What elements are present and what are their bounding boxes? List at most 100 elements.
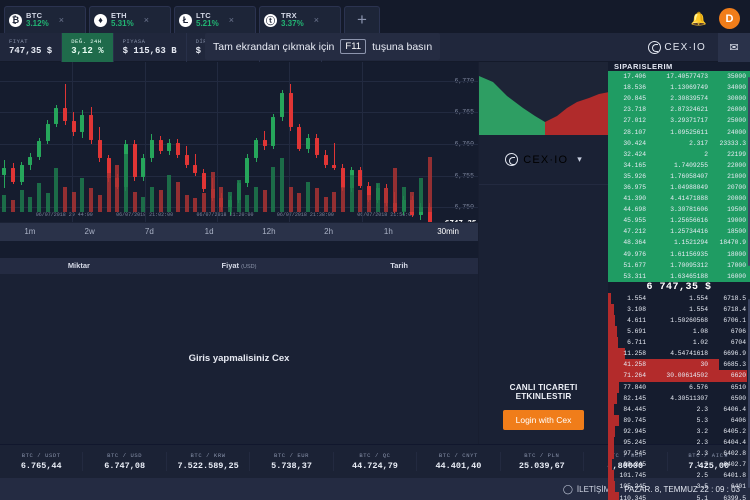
volume-bar — [392, 168, 397, 212]
order-book-buys[interactable]: 17.406 17.40577473 35000 18.536 1.13069749 34… — [608, 71, 750, 282]
order-book-row[interactable]: 32.424 2 22199 — [608, 148, 750, 160]
order-book-row[interactable]: 20.845 2.30839574 30000 — [608, 93, 750, 105]
order-book-row[interactable]: 5.691 1.08 6706 — [608, 326, 750, 338]
timeframe-2w[interactable]: 2w — [84, 227, 95, 236]
order-book-row[interactable]: 17.406 17.40577473 35000 — [608, 71, 750, 83]
order-book-row[interactable]: 92.945 3.2 6405.2 — [608, 425, 750, 437]
timeframe-1h[interactable]: 1h — [383, 227, 393, 236]
timeframe-7d[interactable]: 7d — [144, 227, 154, 236]
order-price: 19000 — [727, 217, 746, 225]
order-book-row[interactable]: 3.108 1.554 6718.4 — [608, 303, 750, 315]
order-book-row[interactable]: 71.264 30.00614502 6620 — [608, 370, 750, 382]
order-book-row[interactable]: 30.424 2.317 23333.3 — [608, 137, 750, 149]
order-book-row[interactable]: 35.926 1.76058407 21000 — [608, 170, 750, 182]
order-book-row[interactable]: 105.245 3.5 6401 — [608, 481, 750, 493]
currency-pair[interactable]: BTC / KRW 7.522.589,25 — [167, 452, 251, 471]
login-with-cex-button[interactable]: Login with Cex — [502, 410, 585, 430]
currency-pair[interactable]: BTC / USDT 6.765,44 — [0, 452, 84, 471]
close-icon[interactable]: × — [228, 15, 234, 25]
timeframe-1d[interactable]: 1d — [204, 227, 214, 236]
scrollbar[interactable] — [748, 298, 750, 488]
currency-pair[interactable]: BTC / PLN 25.039,67 — [501, 452, 585, 471]
order-book-row[interactable]: 99.245 1.7 6402.7 — [608, 459, 750, 471]
order-total: 95.245 — [623, 439, 646, 447]
timeframe-selector[interactable]: 1m 2w 7d 1d 12h 2h 1h 30min — [0, 221, 478, 241]
order-book-row[interactable]: 27.012 3.29371717 25000 — [608, 115, 750, 127]
tab-btc[interactable]: ₿ BTC 3.12% × — [4, 6, 86, 33]
order-book-row[interactable]: 49.976 1.61156935 18000 — [608, 248, 750, 260]
order-book-row[interactable]: 47.212 1.25734416 18500 — [608, 226, 750, 238]
panel-cexio-logo[interactable]: CEX·IO ▾ — [479, 135, 608, 185]
order-amount: 2.3 — [696, 439, 708, 447]
order-book-row[interactable]: 34.165 1.7409255 22000 — [608, 159, 750, 171]
volume-bar — [115, 165, 120, 212]
panel-body — [479, 185, 608, 383]
bell-icon[interactable]: 🔔 — [690, 10, 707, 26]
order-book-row[interactable]: 84.445 2.3 6406.4 — [608, 403, 750, 415]
order-amount: 2.3 — [696, 405, 708, 413]
order-book-row[interactable]: 89.745 5.3 6406 — [608, 414, 750, 426]
order-book-row[interactable]: 97.545 2.3 6402.8 — [608, 448, 750, 460]
currency-pair[interactable]: BTC / QC 44.724,79 — [334, 452, 418, 471]
close-icon[interactable]: × — [143, 15, 149, 25]
currency-pair[interactable]: BTC / AIC★ 7.425,00 — [668, 452, 750, 471]
order-book-row[interactable]: 101.745 2.5 6401.8 — [608, 470, 750, 482]
tab-ltc[interactable]: Ł LTC 5.21% × — [174, 6, 256, 33]
chevron-down-icon[interactable]: ▾ — [577, 154, 582, 164]
order-book-row[interactable]: 18.536 1.13069749 34000 — [608, 82, 750, 94]
tab-change: 5.21% — [196, 18, 219, 28]
currency-pair[interactable]: BTC / USD 6.747,08 — [83, 452, 167, 471]
avatar[interactable]: D — [719, 8, 740, 29]
order-book-row[interactable]: 36.975 1.04988049 20700 — [608, 181, 750, 194]
tab-symbol: ETH — [111, 10, 127, 20]
order-price: 6406 — [730, 416, 746, 424]
tab-eth[interactable]: ♦ ETH 5.31% × — [89, 6, 171, 33]
order-book-row[interactable]: 77.840 6.576 6510 — [608, 381, 750, 393]
ticker-value: 3,12 % — [71, 46, 104, 56]
price-chart[interactable]: 6,7706,7656,7606,7556,7506,7456,7406747.… — [0, 62, 478, 222]
order-book-row[interactable]: 1.554 1.554 6718.5 — [608, 292, 750, 304]
currency-pair[interactable]: BTC / EUR 5.738,37 — [250, 452, 334, 471]
volume-bar — [28, 196, 33, 212]
currency-pair[interactable]: BTC / BCH 8,80000 — [584, 452, 668, 471]
order-price: 6718.4 — [723, 305, 746, 313]
mail-icon[interactable]: ✉ — [718, 32, 750, 62]
order-book-row[interactable]: 4.611 1.50260568 6706.1 — [608, 314, 750, 327]
order-book-row[interactable]: 110.345 5.1 6399.5 — [608, 492, 750, 500]
close-icon[interactable]: × — [313, 15, 319, 25]
pair-label: BTC / USDT — [21, 452, 61, 459]
timeframe-12h[interactable]: 12h — [262, 227, 276, 236]
ticker-label: FIYAT — [9, 38, 29, 45]
order-book-row[interactable]: 48.364 1.1521294 18470.9 — [608, 237, 750, 249]
order-book-row[interactable]: 44.698 3.30781606 19500 — [608, 204, 750, 216]
order-book-row[interactable]: 23.718 2.87324621 26000 — [608, 104, 750, 116]
order-price: 30000 — [727, 95, 746, 103]
close-icon[interactable]: × — [58, 15, 64, 25]
order-book-row[interactable]: 6.711 1.02 6704 — [608, 337, 750, 349]
order-book-row[interactable]: 11.258 4.54741618 6696.9 — [608, 348, 750, 360]
pair-label: BTC / QC — [359, 452, 391, 459]
currency-pair[interactable]: BTC / CNYT 44.401,40 — [417, 452, 501, 471]
order-book-row[interactable]: 51.677 1.70095312 17000 — [608, 259, 750, 271]
order-total: 36.975 — [623, 183, 646, 191]
order-book-row[interactable]: 28.107 1.09525611 24000 — [608, 126, 750, 138]
order-book-row[interactable]: 95.245 2.3 6404.4 — [608, 437, 750, 449]
timeframe-30min[interactable]: 30min — [437, 227, 460, 236]
order-book-row[interactable]: 41.390 4.41471888 20000 — [608, 193, 750, 205]
volume-bar — [11, 199, 16, 212]
timeframe-1m[interactable]: 1m — [24, 227, 36, 236]
order-book-row[interactable]: 45.955 1.25656616 19000 — [608, 215, 750, 227]
chart-y-axis: 6,7706,7656,7606,7556,7506,7456,7406747.… — [434, 62, 478, 221]
order-price: 20000 — [727, 195, 746, 203]
contact-button[interactable]: ◯ İLETİŞİM — [563, 484, 610, 495]
scrollbar[interactable] — [748, 77, 750, 266]
order-book-row[interactable]: 82.145 4.30511307 6500 — [608, 392, 750, 404]
tab-trx[interactable]: ⓣ TRX 3.37% × — [259, 6, 341, 33]
order-total: 5.691 — [627, 328, 646, 336]
order-book-sells[interactable]: 1.554 1.554 6718.5 3.108 1.554 6718.4 4.611 1.5… — [608, 292, 750, 500]
order-book-row[interactable]: 41.258 30 6685.3 — [608, 359, 750, 371]
order-price: 6405.2 — [723, 427, 746, 435]
order-book-row[interactable]: 53.311 1.63465188 16000 — [608, 270, 750, 282]
timeframe-2h[interactable]: 2h — [324, 227, 334, 236]
add-tab-button[interactable]: + — [344, 6, 380, 33]
